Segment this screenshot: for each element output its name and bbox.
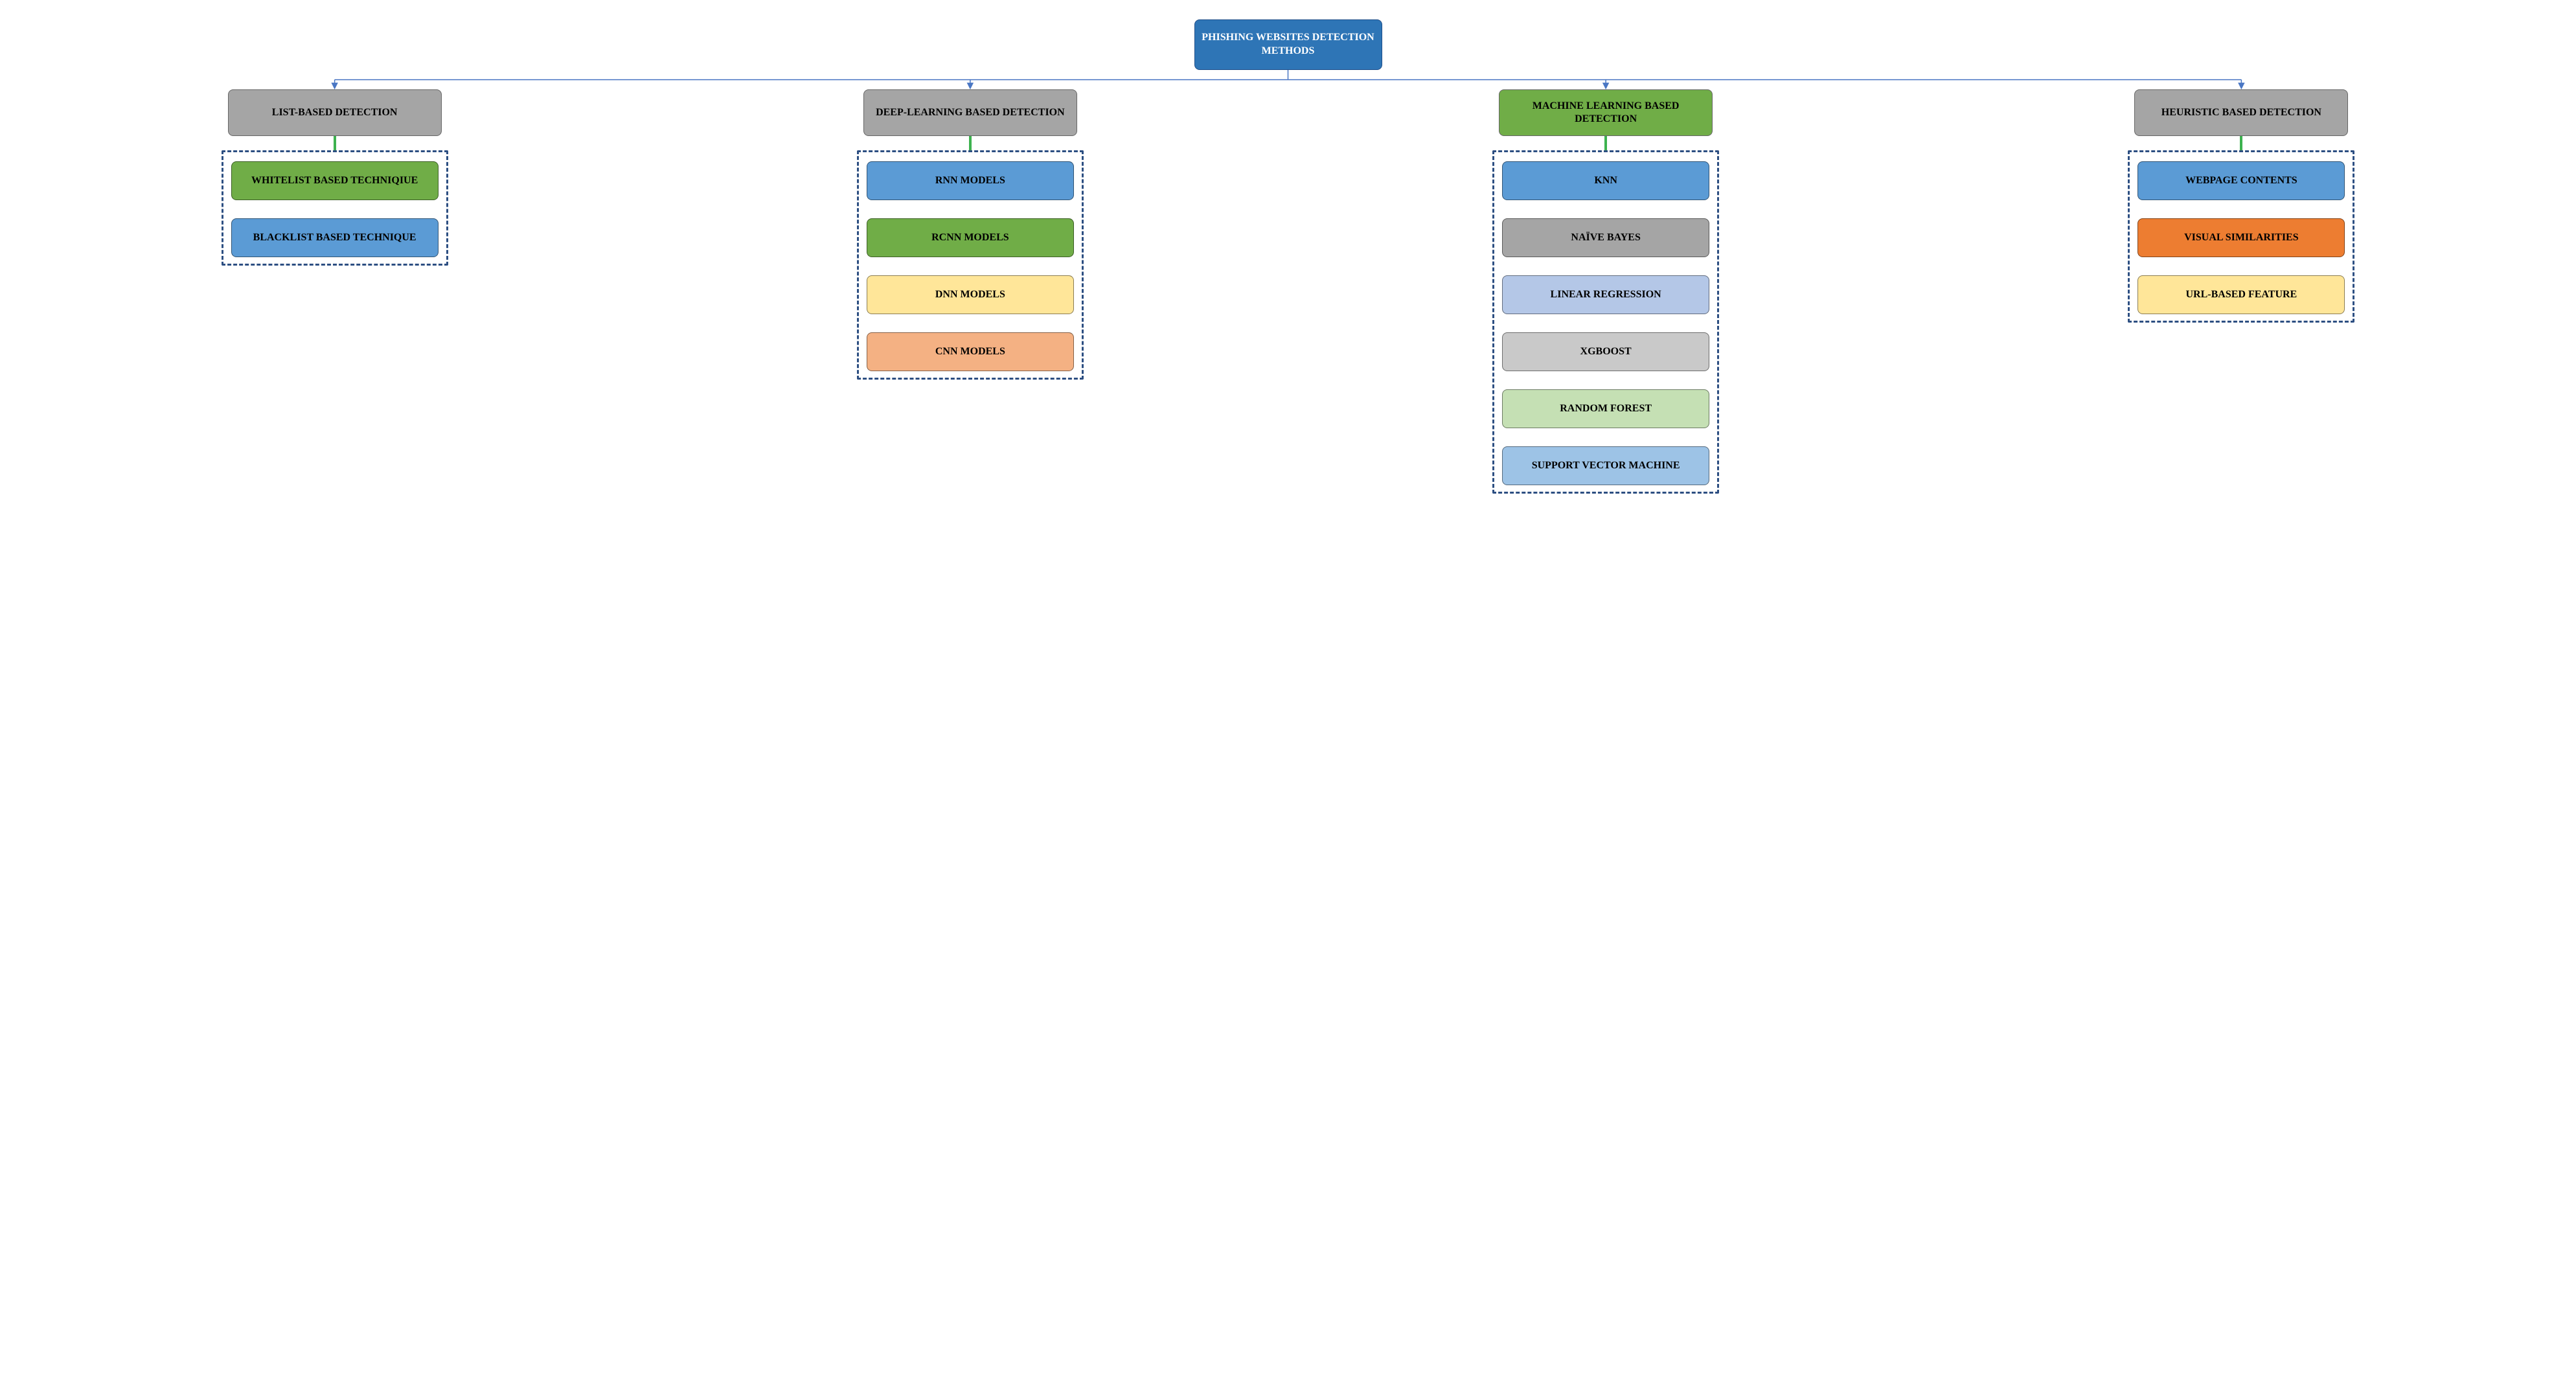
item-label: BLACKLIST BASED TECHNIQUE xyxy=(253,231,416,244)
item-label: WHITELIST BASED TECHNIQIUE xyxy=(251,174,418,187)
item-node: URL-BASED FEATURE xyxy=(2137,275,2345,314)
item-label: DNN MODELS xyxy=(935,288,1005,301)
root-node: PHISHING WEBSITES DETECTION METHODS xyxy=(1194,19,1382,70)
item-node: WEBPAGE CONTENTS xyxy=(2137,161,2345,200)
column: DEEP-LEARNING BASED DETECTIONRNN MODELSR… xyxy=(661,89,1279,380)
vertical-connector xyxy=(1604,136,1607,150)
category-label: DEEP-LEARNING BASED DETECTION xyxy=(876,106,1065,119)
item-node: BLACKLIST BASED TECHNIQUE xyxy=(231,218,439,257)
item-node: KNN xyxy=(1502,161,1709,200)
dashed-group: KNN NAÏVE BAYES LINEAR REGRESSION XGBOOST RA… xyxy=(1492,150,1719,494)
dashed-group: WHITELIST BASED TECHNIQIUE BLACKLIST BASE… xyxy=(222,150,448,266)
item-node: DNN MODELS xyxy=(867,275,1074,314)
vertical-connector xyxy=(969,136,972,150)
column: MACHINE LEARNING BASED DETECTION KNN NAÏVE… xyxy=(1297,89,1915,494)
column: LIST-BASED DETECTION WHITELIST BASED TECH… xyxy=(26,89,643,266)
category-node: LIST-BASED DETECTION xyxy=(228,89,442,136)
root-label: PHISHING WEBSITES DETECTION METHODS xyxy=(1202,31,1375,58)
item-label: NAÏVE BAYES xyxy=(1571,231,1640,244)
phishing-detection-tree: PHISHING WEBSITES DETECTION METHODS LIST… xyxy=(26,19,2550,494)
item-node: NAÏVE BAYES xyxy=(1502,218,1709,257)
item-node: RNN MODELS xyxy=(867,161,1074,200)
category-node: DEEP-LEARNING BASED DETECTION xyxy=(863,89,1077,136)
vertical-connector xyxy=(334,136,336,150)
item-label: WEBPAGE CONTENTS xyxy=(2185,174,2297,187)
item-label: SUPPORT VECTOR MACHINE xyxy=(1532,459,1680,472)
item-label: LINEAR REGRESSION xyxy=(1551,288,1661,301)
item-label: VISUAL SIMILARITIES xyxy=(2184,231,2299,244)
item-label: XGBOOST xyxy=(1580,345,1632,358)
item-node: LINEAR REGRESSION xyxy=(1502,275,1709,314)
item-node: XGBOOST xyxy=(1502,332,1709,371)
category-label: MACHINE LEARNING BASED DETECTION xyxy=(1507,100,1704,126)
vertical-connector xyxy=(2240,136,2242,150)
item-label: RCNN MODELS xyxy=(931,231,1009,244)
item-label: RNN MODELS xyxy=(935,174,1005,187)
category-node: MACHINE LEARNING BASED DETECTION xyxy=(1499,89,1713,136)
item-node: SUPPORT VECTOR MACHINE xyxy=(1502,446,1709,485)
category-label: LIST-BASED DETECTION xyxy=(272,106,398,119)
column: HEURISTIC BASED DETECTION WEBPAGE CONTENT… xyxy=(1933,89,2550,323)
item-label: URL-BASED FEATURE xyxy=(2186,288,2297,301)
item-node: VISUAL SIMILARITIES xyxy=(2137,218,2345,257)
item-label: RANDOM FOREST xyxy=(1560,402,1652,415)
columns-container: LIST-BASED DETECTION WHITELIST BASED TECH… xyxy=(26,89,2550,494)
category-node: HEURISTIC BASED DETECTION xyxy=(2134,89,2348,136)
item-node: RCNN MODELS xyxy=(867,218,1074,257)
item-label: KNN xyxy=(1594,174,1617,187)
item-node: RANDOM FOREST xyxy=(1502,389,1709,428)
category-label: HEURISTIC BASED DETECTION xyxy=(2161,106,2321,119)
dashed-group: WEBPAGE CONTENTS VISUAL SIMILARITIES URL-B… xyxy=(2128,150,2354,323)
item-label: CNN MODELS xyxy=(935,345,1005,358)
dashed-group: RNN MODELS RCNN MODELS DNN MODELS CNN MODEL… xyxy=(857,150,1084,380)
item-node: CNN MODELS xyxy=(867,332,1074,371)
root-wrap: PHISHING WEBSITES DETECTION METHODS xyxy=(26,19,2550,70)
item-node: WHITELIST BASED TECHNIQIUE xyxy=(231,161,439,200)
